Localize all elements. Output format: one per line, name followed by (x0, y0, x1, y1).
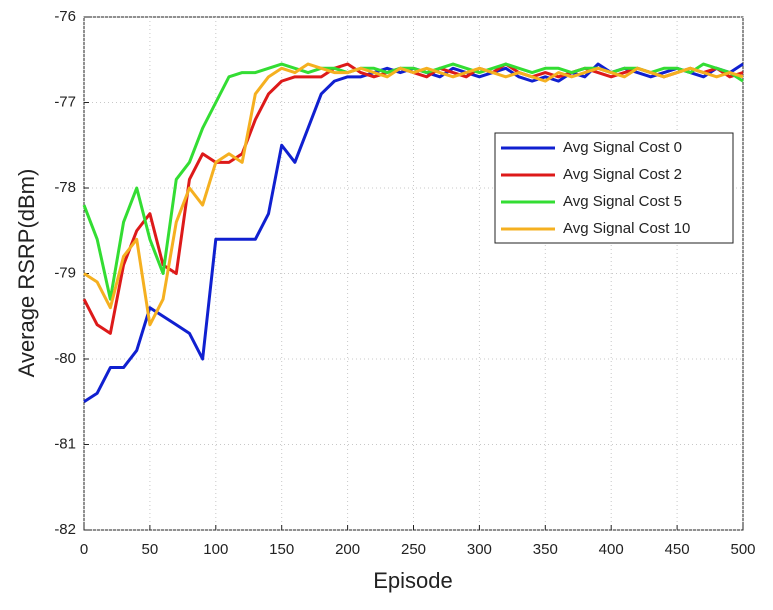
legend-label: Avg Signal Cost 5 (563, 193, 682, 210)
x-axis-label: Episode (373, 568, 453, 593)
legend-label: Avg Signal Cost 10 (563, 220, 690, 237)
x-tick-label: 400 (599, 541, 624, 558)
x-tick-label: 150 (269, 541, 294, 558)
y-axis-label: Average RSRP(dBm) (14, 169, 39, 378)
y-tick-label: -77 (54, 93, 76, 110)
y-tick-label: -82 (54, 521, 76, 538)
series-line (82, 62, 744, 301)
legend-box (494, 132, 734, 244)
y-tick-label: -81 (54, 435, 76, 452)
x-tick-label: 450 (665, 541, 690, 558)
series-line (83, 62, 744, 327)
y-tick-label: -80 (54, 350, 76, 367)
y-tick-label: -78 (54, 179, 76, 196)
x-tick-label: 200 (335, 541, 360, 558)
x-tick-label: 500 (730, 541, 755, 558)
legend-label: Avg Signal Cost 0 (563, 139, 682, 156)
x-tick-label: 0 (80, 541, 88, 558)
x-tick-label: 100 (203, 541, 228, 558)
x-tick-label: 250 (401, 541, 426, 558)
x-tick-label: 50 (142, 541, 159, 558)
x-tick-label: 350 (533, 541, 558, 558)
legend-label: Avg Signal Cost 2 (563, 166, 682, 183)
legend: Avg Signal Cost 0 Avg Signal Cost 2 Avg Si… (494, 132, 734, 244)
x-tick-label: 300 (467, 541, 492, 558)
y-tick-label: -76 (54, 8, 76, 25)
y-tick-label: -79 (54, 264, 76, 281)
